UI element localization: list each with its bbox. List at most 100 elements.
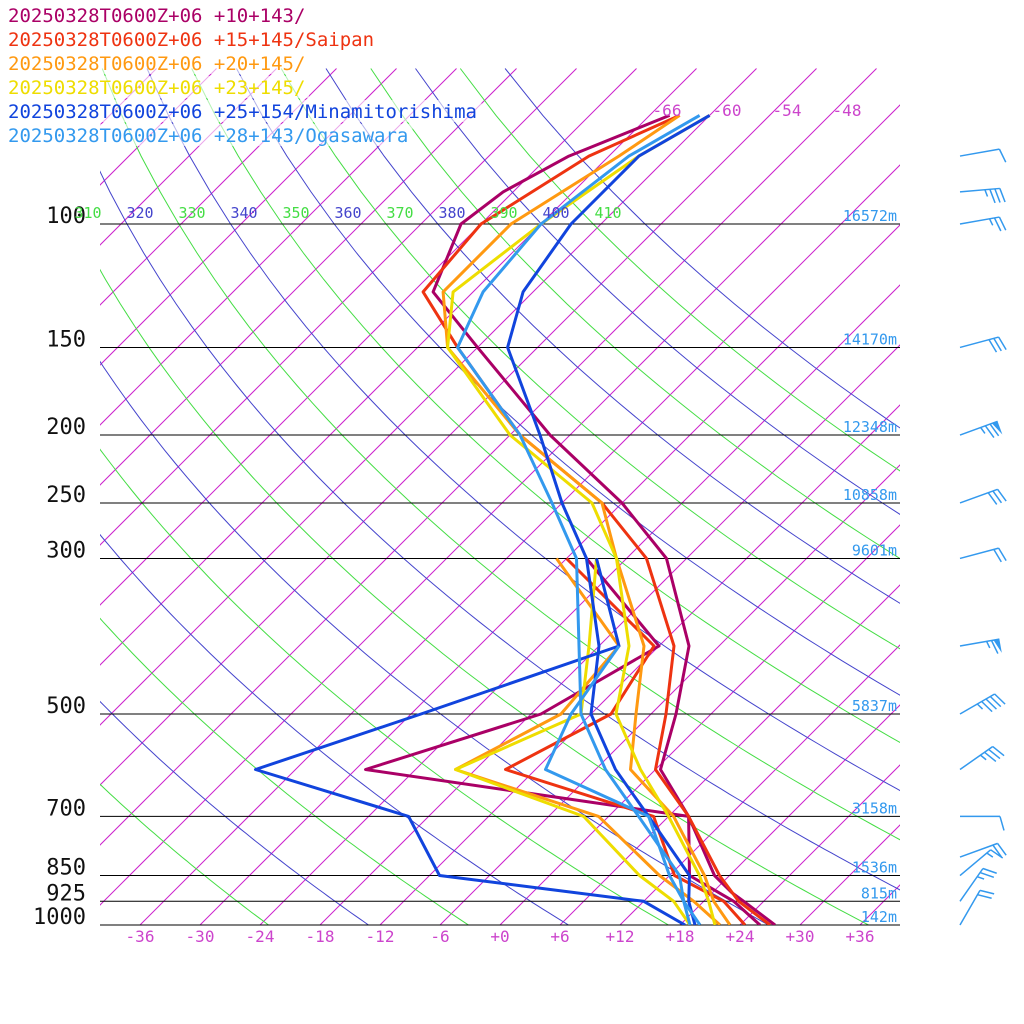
legend-entry: 20250328T0600Z+06 +28+143/Ogasawara xyxy=(8,125,408,147)
height-label: 14170m xyxy=(843,330,897,348)
temperature-tick-label: -18 xyxy=(306,927,335,946)
temperature-tick-label: +6 xyxy=(550,927,569,946)
theta-label: 340 xyxy=(230,204,257,222)
isotherm-line xyxy=(920,68,1024,925)
legend-entry: 20250328T0600Z+06 +15+145/Saipan xyxy=(8,29,374,51)
wind-barb-flag xyxy=(999,188,1006,203)
wind-barb-flag xyxy=(994,693,1006,705)
wind-barb-flag xyxy=(990,849,1004,859)
height-label: 142m xyxy=(861,908,897,926)
legend-background xyxy=(6,76,309,98)
wind-barb-flag xyxy=(977,893,992,899)
wind-barb-flag xyxy=(988,339,998,353)
wind-barb-half-flag xyxy=(976,703,984,710)
wind-barb-flag xyxy=(984,751,997,763)
wind-barb xyxy=(959,745,1005,771)
sounding-profiles xyxy=(254,114,776,925)
theta-label: 350 xyxy=(282,204,309,222)
pressure-label: 925 xyxy=(46,881,86,906)
isotherm-line xyxy=(100,68,637,606)
isotherm-line xyxy=(100,104,900,906)
dry-adiabat-line xyxy=(191,68,900,744)
dry-adiabat-line xyxy=(100,700,370,925)
height-label: 5837m xyxy=(852,697,897,715)
upper-temperature-label: -60 xyxy=(713,101,742,120)
upper-temperature-label: -48 xyxy=(833,101,862,120)
temperature-profile-line xyxy=(421,114,771,925)
temperature-tick-label: +18 xyxy=(666,927,695,946)
wind-barb-flag xyxy=(979,871,995,879)
isotherm-line xyxy=(259,284,900,925)
wind-barb-half-flag xyxy=(988,218,994,226)
isotherm-line xyxy=(199,224,900,925)
temperature-tick-label: +12 xyxy=(606,927,635,946)
pressure-label: 700 xyxy=(46,796,86,821)
pressure-label: 100 xyxy=(46,204,86,229)
wind-barb xyxy=(959,849,1004,877)
isotherm-line xyxy=(679,704,900,925)
dry-adiabat-line xyxy=(504,68,900,429)
wind-barb-flag xyxy=(992,745,1005,757)
isotherm-line xyxy=(100,68,517,486)
temperature-tick-label: -36 xyxy=(126,927,155,946)
wind-barb-shaft xyxy=(959,488,998,504)
legend-background xyxy=(6,28,378,50)
isotherm-line xyxy=(100,68,697,666)
wind-barb-half-flag xyxy=(980,754,987,761)
wind-barb-shaft xyxy=(959,148,1000,157)
wind-barb-shaft xyxy=(959,638,1000,647)
temperature-profile-line xyxy=(441,114,732,925)
wind-barb-flag xyxy=(987,492,998,505)
pressure-label: 1000 xyxy=(33,905,86,930)
wind-barb-pennant xyxy=(993,639,1002,653)
wind-barb xyxy=(959,638,1002,654)
wind-barb-flag xyxy=(992,844,1003,858)
pressure-label: 300 xyxy=(46,538,86,563)
temperature-tick-label: +36 xyxy=(846,927,875,946)
pressure-label: 250 xyxy=(46,483,86,508)
wind-barb-flag xyxy=(992,490,1003,504)
wind-barb xyxy=(959,187,1006,204)
wind-barb-shaft xyxy=(959,842,998,858)
wind-barb-flag xyxy=(989,695,1002,708)
wind-barb-flag xyxy=(996,842,1007,856)
axis-labels: 100 16572m 150 14170m 200 12348m 250 10858m 300 9… xyxy=(33,101,897,946)
isotherm-line xyxy=(100,68,577,546)
dry-adiabat-line xyxy=(100,268,870,925)
wind-barb-half-flag xyxy=(986,852,994,858)
isotherm-line xyxy=(980,68,1024,925)
wind-barb-half-flag xyxy=(980,427,986,434)
wind-barb-half-flag xyxy=(976,875,985,880)
wind-barb-flag xyxy=(993,337,1002,352)
dry-adiabat-line xyxy=(325,68,900,604)
dry-adiabat-line xyxy=(100,170,900,891)
temperature-tick-label: +24 xyxy=(726,927,755,946)
theta-label: 380 xyxy=(438,204,465,222)
wind-barb xyxy=(959,547,1007,563)
dry-adiabat-line xyxy=(100,448,670,925)
legend-background xyxy=(6,124,413,146)
wind-barb-flag xyxy=(990,640,999,654)
wind-barb-shaft xyxy=(959,187,1000,193)
isotherm-line xyxy=(559,584,900,925)
dry-adiabat-line xyxy=(280,68,900,650)
dewpoint-profile-line xyxy=(254,558,686,925)
wind-barbs xyxy=(959,148,1007,926)
height-label: 10858m xyxy=(843,486,897,504)
wind-barb-flag xyxy=(985,698,997,710)
isotherm-line xyxy=(100,68,337,306)
height-label: 12348m xyxy=(843,418,897,436)
pressure-label: 150 xyxy=(46,327,86,352)
wind-barb-pennant xyxy=(991,421,1003,435)
height-label: 815m xyxy=(861,884,897,902)
theta-label: 360 xyxy=(334,204,361,222)
legend-background xyxy=(6,100,482,122)
theta-label: 330 xyxy=(178,204,205,222)
wind-barb xyxy=(959,889,995,926)
wind-barb-flag xyxy=(996,488,1007,502)
wind-barb xyxy=(959,216,1007,232)
wind-barb-shaft xyxy=(959,420,998,436)
dry-adiabat-line xyxy=(100,533,570,925)
wind-barb xyxy=(960,815,1005,831)
temperature-tick-label: +0 xyxy=(490,927,509,946)
